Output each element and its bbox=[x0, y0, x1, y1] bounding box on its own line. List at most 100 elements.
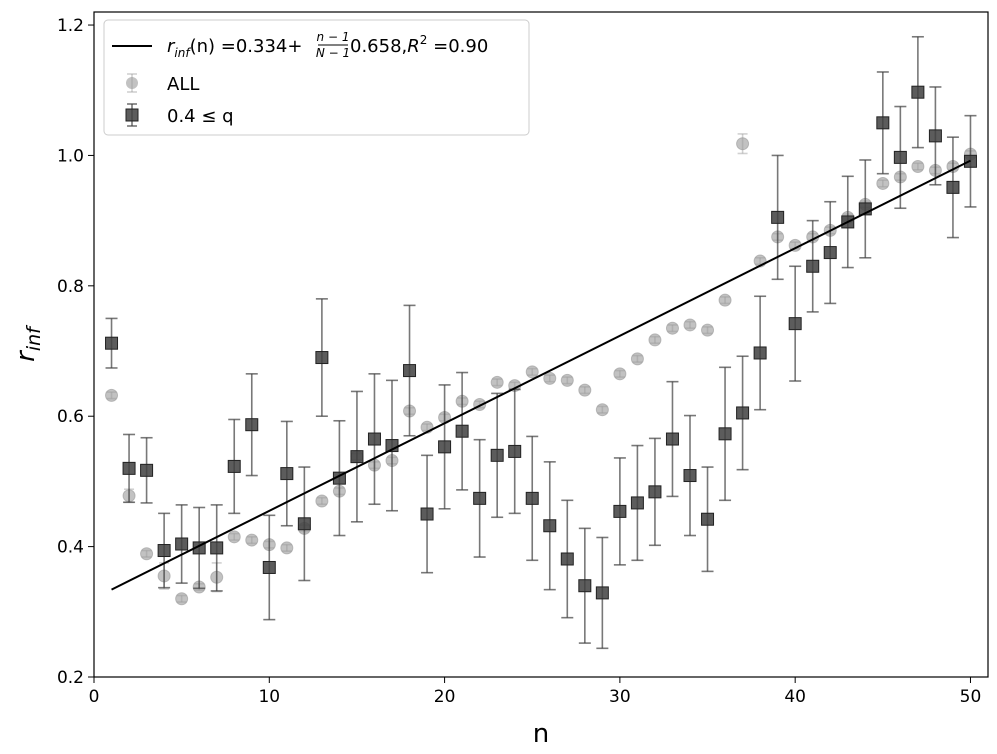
fit-frac-num: n − 1 bbox=[317, 30, 350, 44]
data-point bbox=[771, 210, 785, 224]
data-point bbox=[736, 137, 750, 151]
y-tick-label: 0.8 bbox=[57, 277, 84, 297]
x-tick-label: 50 bbox=[960, 687, 982, 707]
data-point bbox=[788, 317, 802, 331]
legend-box bbox=[103, 19, 530, 136]
data-point bbox=[665, 321, 679, 335]
fit-label-r2-sup: 2 bbox=[420, 33, 428, 47]
data-point bbox=[315, 351, 329, 365]
data-point bbox=[648, 333, 662, 347]
y-tick-label: 0.2 bbox=[57, 668, 84, 688]
data-point bbox=[350, 450, 364, 464]
data-point bbox=[911, 160, 925, 174]
data-point bbox=[245, 418, 259, 432]
data-point bbox=[245, 533, 259, 547]
y-axis-label-sub: inf bbox=[23, 324, 45, 351]
data-point bbox=[753, 346, 767, 360]
data-point bbox=[280, 541, 294, 555]
data-point bbox=[578, 383, 592, 397]
data-point bbox=[210, 541, 224, 555]
data-point bbox=[227, 459, 241, 473]
data-point bbox=[367, 432, 381, 446]
series-all bbox=[105, 133, 977, 606]
data-point bbox=[280, 467, 294, 481]
data-point bbox=[613, 504, 627, 518]
legend-all-label: ALL bbox=[167, 74, 199, 95]
legend-all-marker bbox=[126, 77, 138, 89]
y-axis-label: rinf bbox=[11, 324, 45, 362]
fit-line bbox=[111, 159, 971, 591]
data-point bbox=[508, 444, 522, 458]
legend-q-label: 0.4 ≤ q bbox=[167, 106, 234, 127]
data-point bbox=[490, 448, 504, 462]
data-point bbox=[227, 530, 241, 544]
data-point bbox=[490, 375, 504, 389]
data-point bbox=[683, 318, 697, 332]
fit-label-r: r bbox=[167, 36, 176, 57]
plot-frame bbox=[93, 11, 989, 678]
data-point bbox=[718, 427, 732, 441]
data-point bbox=[578, 579, 592, 593]
data-point bbox=[630, 496, 644, 510]
data-point bbox=[543, 371, 557, 385]
y-tick-label: 1.2 bbox=[57, 16, 84, 36]
data-point bbox=[736, 406, 750, 420]
data-point bbox=[438, 440, 452, 454]
data-point bbox=[806, 259, 820, 273]
legend-fit-label: rinf(n) =0.334+ bbox=[167, 36, 302, 60]
data-point bbox=[420, 507, 434, 521]
data-point bbox=[946, 180, 960, 194]
x-tick-label: 0 bbox=[89, 687, 100, 707]
data-point bbox=[893, 150, 907, 164]
data-point bbox=[297, 517, 311, 531]
fit-label-r2-val: =0.90 bbox=[427, 36, 488, 57]
data-point bbox=[560, 552, 574, 566]
data-point bbox=[928, 129, 942, 143]
data-point bbox=[613, 367, 627, 381]
data-point bbox=[262, 560, 276, 574]
data-point bbox=[105, 388, 119, 402]
data-point bbox=[648, 485, 662, 499]
x-tick-label: 10 bbox=[258, 687, 280, 707]
fit-label-r2: R bbox=[407, 36, 420, 57]
x-tick-label: 40 bbox=[784, 687, 806, 707]
data-point bbox=[876, 176, 890, 190]
data-point bbox=[701, 512, 715, 526]
fit-label-main: (n) =0.334+ bbox=[190, 36, 303, 57]
fit-label-tail: 0.658, bbox=[350, 36, 407, 57]
data-point bbox=[701, 323, 715, 337]
data-point bbox=[683, 469, 697, 483]
y-axis-label-base: r bbox=[11, 349, 41, 362]
fit-label-sub: inf bbox=[174, 46, 191, 60]
legend-q-marker bbox=[125, 108, 139, 122]
data-point bbox=[823, 246, 837, 260]
x-tick-label: 30 bbox=[609, 687, 631, 707]
y-tick-label: 0.4 bbox=[57, 538, 84, 558]
fit-frac-den: N − 1 bbox=[316, 46, 350, 60]
data-point bbox=[595, 586, 609, 600]
data-point bbox=[455, 424, 469, 438]
data-point bbox=[595, 403, 609, 417]
data-point bbox=[140, 463, 154, 477]
y-tick-label: 1.0 bbox=[57, 146, 84, 166]
data-point bbox=[630, 352, 644, 366]
data-point bbox=[315, 494, 329, 508]
legend-fit-label-tail: 0.658,R2 =0.90 bbox=[350, 33, 488, 57]
y-tick-label: 0.6 bbox=[57, 407, 84, 427]
data-point bbox=[105, 336, 119, 350]
x-tick-label: 20 bbox=[434, 687, 456, 707]
data-point bbox=[122, 461, 136, 475]
data-point bbox=[473, 491, 487, 505]
data-point bbox=[665, 432, 679, 446]
marks-group bbox=[105, 35, 977, 650]
data-point bbox=[876, 116, 890, 130]
data-point bbox=[543, 519, 557, 533]
data-point bbox=[175, 592, 189, 606]
data-point bbox=[911, 85, 925, 99]
data-point bbox=[525, 491, 539, 505]
data-point bbox=[560, 373, 574, 387]
data-point bbox=[525, 365, 539, 379]
